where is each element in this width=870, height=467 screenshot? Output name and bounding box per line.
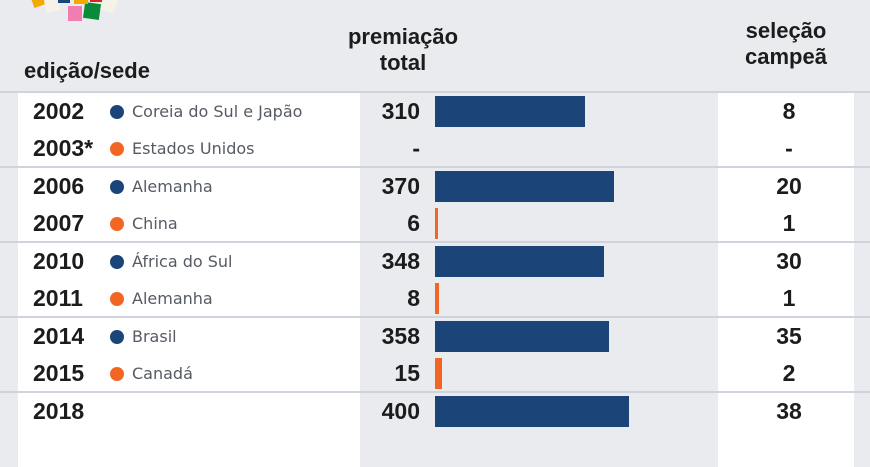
prize-bar — [435, 246, 604, 277]
competition-dot — [110, 105, 124, 119]
group-divider — [0, 241, 870, 243]
year-label: 2015 — [33, 360, 85, 386]
host-country: Estados Unidos — [132, 139, 255, 158]
prize-total-label: 400 — [381, 398, 420, 424]
host-country: Coreia do Sul e Japão — [132, 102, 303, 121]
champion-prize-label: - — [785, 135, 793, 161]
champion-prize-label: 38 — [776, 398, 802, 424]
host-country: Alemanha — [132, 289, 213, 308]
year-label: 2014 — [33, 323, 85, 349]
group-divider — [0, 91, 870, 93]
column-header-edition: edição/sede — [24, 58, 150, 83]
champion-prize-label: 2 — [782, 360, 796, 386]
table-row: 2007 China 6 1 — [0, 205, 870, 242]
prize-bar — [435, 171, 615, 202]
host-country: Canadá — [132, 364, 193, 383]
champion-prize-label: 1 — [782, 285, 796, 311]
prize-total-label: 15 — [394, 360, 420, 386]
year-label: 2003* — [33, 135, 94, 161]
table-row: 2003* Estados Unidos - - — [0, 130, 870, 167]
champion-prize-label: 8 — [782, 98, 796, 124]
table-row: 2015 Canadá 15 2 — [0, 355, 870, 392]
host-country: China — [132, 214, 178, 233]
column-header-champion-line2: campeã — [745, 44, 827, 69]
prize-total-label: 370 — [381, 173, 420, 199]
prize-total-label: 348 — [381, 248, 420, 274]
prize-total-label: - — [412, 135, 420, 161]
table-row: 2006 Alemanha 370 20 — [0, 168, 870, 205]
champion-prize-label: 30 — [776, 248, 802, 274]
prize-total-label: 310 — [381, 98, 420, 124]
host-country: África do Sul — [132, 252, 233, 271]
champion-prize-label: 20 — [776, 173, 802, 199]
year-label: 2018 — [33, 398, 85, 424]
group-divider — [0, 391, 870, 393]
year-label: 2011 — [33, 285, 83, 311]
champion-prize-label: 1 — [782, 210, 796, 236]
column-header-prize-total: premiação total — [318, 24, 488, 76]
prize-total-label: 6 — [407, 210, 420, 236]
year-label: 2007 — [33, 210, 85, 236]
year-label: 2002 — [33, 98, 85, 124]
column-header-champion-line1: seleção — [745, 18, 827, 43]
prize-bar — [435, 96, 586, 127]
competition-dot — [110, 255, 124, 269]
host-country: Alemanha — [132, 177, 213, 196]
competition-dot — [110, 330, 124, 344]
competition-dot — [110, 367, 124, 381]
competition-dot — [110, 217, 124, 231]
tournament-logo — [30, 0, 118, 21]
host-country: Brasil — [132, 327, 177, 346]
prize-bar — [435, 283, 439, 314]
group-divider — [0, 166, 870, 168]
champion-prize-label: 35 — [776, 323, 802, 349]
prize-total-label: 358 — [381, 323, 420, 349]
year-label: 2006 — [33, 173, 85, 199]
prize-bar — [435, 358, 443, 389]
column-header-prize-line1: premiação — [347, 24, 459, 49]
prize-bar — [435, 396, 629, 427]
competition-dot — [110, 180, 124, 194]
table-row: 2010 África do Sul 348 30 — [0, 243, 870, 280]
competition-dot — [110, 142, 124, 156]
table-row: 2002 Coreia do Sul e Japão 310 8 — [0, 93, 870, 130]
group-divider — [0, 316, 870, 318]
prize-total-label: 8 — [407, 285, 420, 311]
column-header-champion-prize: seleção campeã — [718, 18, 854, 70]
table-row: 2011 Alemanha 8 1 — [0, 280, 870, 317]
table-row: 2018 400 38 — [0, 393, 870, 430]
year-label: 2010 — [33, 248, 85, 274]
prize-bar — [435, 321, 609, 352]
column-header-prize-line2: total — [379, 50, 427, 75]
prize-bar — [435, 208, 438, 239]
table-row: 2014 Brasil 358 35 — [0, 318, 870, 355]
competition-dot — [110, 292, 124, 306]
